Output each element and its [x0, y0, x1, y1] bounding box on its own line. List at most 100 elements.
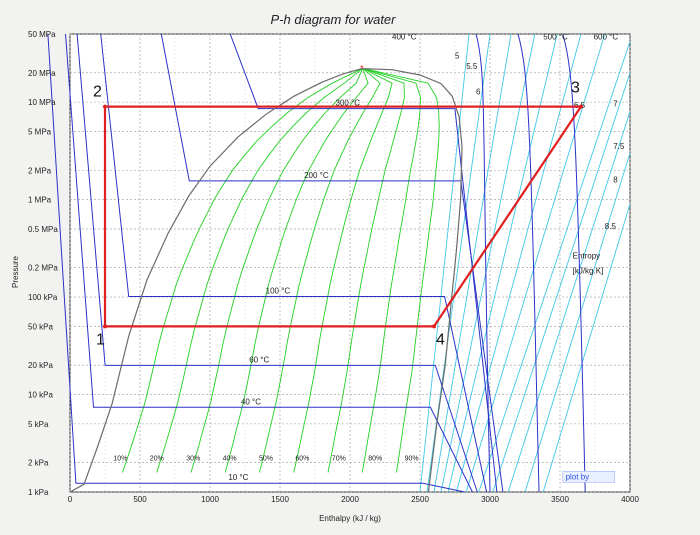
x-tick-label: 0: [68, 495, 73, 504]
quality-label: 30%: [186, 456, 200, 463]
isotherm-line: [229, 33, 498, 493]
quality-label: 80%: [368, 456, 382, 463]
isotherm-label: 60 °C: [249, 355, 269, 364]
isotherm-label: 40 °C: [241, 397, 261, 406]
y-axis-label: Pressure: [11, 255, 20, 288]
entropy-value-label: 6: [476, 87, 481, 96]
quality-label: 90%: [405, 456, 419, 463]
entropy-value-label: 8: [613, 175, 618, 184]
isotherm-label: 600 °C: [594, 32, 619, 41]
cycle-point: [103, 324, 107, 329]
entropy-line: [455, 33, 582, 493]
annotations: plot by: [562, 471, 616, 483]
y-tick-label: 1 MPa: [28, 196, 52, 205]
entropy-line: [433, 33, 512, 493]
quality-label: 60%: [295, 456, 309, 463]
cycle-point-label: 2: [93, 84, 102, 101]
isotherm-line: [76, 33, 478, 493]
entropy-line: [542, 203, 631, 493]
isotherm-line: [100, 33, 488, 493]
critical-point-marker: *: [360, 64, 364, 74]
isotherm-line-superheated: [562, 33, 586, 493]
y-tick-label: 50 MPa: [28, 30, 56, 39]
quality-lines: 10% 20% 30% 40% 50% 60% 70% 80% 90%: [113, 68, 440, 473]
rankine-cycle: 1 2 3 4: [93, 80, 584, 348]
entropy-label: Entropy: [573, 251, 601, 260]
quality-label: 40%: [223, 456, 237, 463]
quality-label: 70%: [332, 456, 346, 463]
y-tick-label: 0.5 MPa: [28, 225, 58, 234]
plot-credit: plot by: [566, 472, 590, 481]
quality-line: [361, 68, 421, 473]
y-tick-label: 50 kPa: [28, 322, 53, 331]
chart-title: P-h diagram for water: [271, 12, 397, 27]
entropy-value-label: 7: [613, 100, 618, 109]
entropy-line: [440, 33, 536, 493]
y-tick-label: 5 kPa: [28, 420, 49, 429]
quality-label: 20%: [150, 456, 164, 463]
isotherm-line: [47, 33, 465, 493]
quality-line: [122, 68, 362, 473]
x-tick-label: 1000: [201, 495, 219, 504]
y-tick-label: 100 kPa: [28, 293, 58, 302]
x-axis-label: Enthalpy (kJ / kg): [319, 514, 381, 523]
entropy-line: [465, 33, 606, 493]
y-tick-label: 20 MPa: [28, 69, 56, 78]
entropy-line: [524, 152, 631, 493]
cycle-point-label: 3: [571, 80, 580, 97]
entropy-line: [447, 33, 558, 493]
quality-line: [327, 68, 405, 473]
isotherm-line-superheated: [517, 33, 540, 493]
x-tick-label: 500: [133, 495, 147, 504]
entropy-line: [492, 72, 631, 493]
entropy-line: [419, 33, 470, 493]
cycle-point-label: 4: [436, 331, 445, 348]
entropy-value-label: 8.5: [605, 222, 617, 231]
x-tick-label: 1500: [271, 495, 289, 504]
y-tick-label: 10 MPa: [28, 98, 56, 107]
cycle-point: [432, 324, 436, 329]
entropy-value-label: 7.5: [613, 142, 625, 151]
isotherm-line-superheated: [475, 33, 491, 493]
isotherm-label: 500 °C: [543, 32, 568, 41]
cycle-point-label: 1: [96, 331, 105, 348]
x-tick-label: 3500: [551, 495, 569, 504]
isotherm-label: 10 °C: [228, 473, 248, 482]
x-tick-label: 2500: [411, 495, 429, 504]
y-tick-label: 2 MPa: [28, 166, 52, 175]
quality-line: [224, 68, 369, 473]
y-tick-label: 0.2 MPa: [28, 264, 58, 273]
quality-line: [259, 68, 381, 473]
quality-label: 50%: [259, 456, 273, 463]
isotherm-line: [65, 33, 473, 493]
x-tick-label: 4000: [621, 495, 639, 504]
isotherm-label: 300 °C: [336, 99, 361, 108]
x-tick-label: 2000: [341, 495, 359, 504]
isotherm-label: 400 °C: [392, 32, 417, 41]
entropy-line: [507, 111, 631, 493]
y-tick-label: 20 kPa: [28, 361, 53, 370]
entropy-value-label: 5: [455, 52, 460, 61]
quality-line: [190, 68, 364, 473]
y-tick-label: 5 MPa: [28, 127, 52, 136]
isotherm-label: 200 °C: [304, 171, 329, 180]
plot-credit-box: [562, 471, 616, 483]
entropy-value-label: 5.5: [466, 62, 478, 71]
quality-label: 10%: [113, 456, 127, 463]
quality-line: [156, 68, 363, 473]
cycle-point: [103, 104, 107, 109]
quality-line: [364, 68, 440, 473]
y-tick-label: 10 kPa: [28, 391, 53, 400]
entropy-lines: Entropy[kJ/kg.K]55.566.577.588.5: [419, 33, 631, 493]
quality-line: [293, 68, 393, 473]
saturation-dome-line: [69, 67, 463, 493]
x-tick-label: 3000: [481, 495, 499, 504]
y-tick-label: 1 kPa: [28, 488, 49, 497]
entropy-unit-label: [kJ/kg.K]: [573, 266, 604, 275]
entropy-line: [478, 41, 631, 493]
saturation-dome: *: [69, 64, 463, 493]
y-tick-label: 2 kPa: [28, 459, 49, 468]
isotherm-label: 100 °C: [266, 286, 291, 295]
